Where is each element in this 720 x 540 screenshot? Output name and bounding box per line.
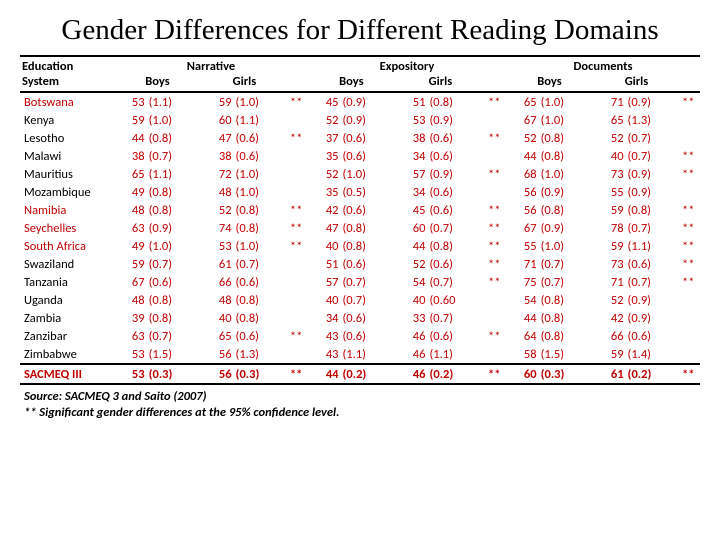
country-cell: Tanzania: [20, 273, 114, 291]
country-cell: Lesotho: [20, 129, 114, 147]
table-row: Zambia39(0.8)40(0.8)34(0.6)33(0.7)44(0.8…: [20, 309, 700, 327]
table-row: Zimbabwe53(1.5)56(1.3)43(1.1)46(1.1)58(1…: [20, 345, 700, 364]
country-cell: Zimbabwe: [20, 345, 114, 364]
country-cell: Mozambique: [20, 183, 114, 201]
header-n-boys: Boys: [114, 74, 201, 92]
table-row: Uganda48(0.8)48(0.8)40(0.7)40(0.6054(0.8…: [20, 291, 700, 309]
country-cell: South Africa: [20, 237, 114, 255]
significance-note: ** Significant gender differences at the…: [24, 405, 700, 420]
table-row: Lesotho44(0.8)47(0.6)**37(0.6)38(0.6)**5…: [20, 129, 700, 147]
header-education-1: Education: [20, 56, 114, 74]
header-d-girls: Girls: [593, 74, 680, 92]
country-cell: Uganda: [20, 291, 114, 309]
country-cell: Swaziland: [20, 255, 114, 273]
header-d-boys: Boys: [506, 74, 593, 92]
table-row: Seychelles63(0.9)74(0.8)**47(0.8)60(0.7)…: [20, 219, 700, 237]
page-title: Gender Differences for Different Reading…: [20, 14, 700, 47]
header-education-2: System: [20, 74, 114, 92]
table-body: Botswana53(1.1)59(1.0)**45(0.9)51(0.8)**…: [20, 92, 700, 384]
header-n-girls: Girls: [201, 74, 288, 92]
table-row: Zanzibar63(0.7)65(0.6)**43(0.6)46(0.6)**…: [20, 327, 700, 345]
header-narrative: Narrative: [114, 56, 308, 74]
table-row: Mozambique49(0.8)48(1.0)35(0.5)34(0.6)56…: [20, 183, 700, 201]
source-line: Source: SACMEQ 3 and Saito (2007): [24, 389, 700, 404]
table-row: Kenya59(1.0)60(1.1)52(0.9)53(0.9)67(1.0)…: [20, 111, 700, 129]
data-table: Education Narrative Expository Documents…: [20, 55, 700, 385]
header-documents: Documents: [506, 56, 700, 74]
table-row: Malawi38(0.7)38(0.6)35(0.6)34(0.6)44(0.8…: [20, 147, 700, 165]
country-cell: Seychelles: [20, 219, 114, 237]
country-cell: Kenya: [20, 111, 114, 129]
table-row: Swaziland59(0.7)61(0.7)51(0.6)52(0.6)**7…: [20, 255, 700, 273]
country-cell: Botswana: [20, 92, 114, 111]
country-cell: Mauritius: [20, 165, 114, 183]
table-row: Mauritius65(1.1)72(1.0)52(1.0)57(0.9)**6…: [20, 165, 700, 183]
country-cell: Zambia: [20, 309, 114, 327]
table-row: Tanzania67(0.6)66(0.6)57(0.7)54(0.7)**75…: [20, 273, 700, 291]
header-e-boys: Boys: [308, 74, 395, 92]
table-row: Namibia48(0.8)52(0.8)**42(0.6)45(0.6)**5…: [20, 201, 700, 219]
table-row: SACMEQ III53(0.3)56(0.3)**44(0.2)46(0.2)…: [20, 364, 700, 384]
country-cell: SACMEQ III: [20, 364, 114, 384]
header-expository: Expository: [308, 56, 506, 74]
country-cell: Namibia: [20, 201, 114, 219]
header-e-girls: Girls: [395, 74, 486, 92]
table-row: Botswana53(1.1)59(1.0)**45(0.9)51(0.8)**…: [20, 92, 700, 111]
country-cell: Zanzibar: [20, 327, 114, 345]
country-cell: Malawi: [20, 147, 114, 165]
table-row: South Africa49(1.0)53(1.0)**40(0.8)44(0.…: [20, 237, 700, 255]
